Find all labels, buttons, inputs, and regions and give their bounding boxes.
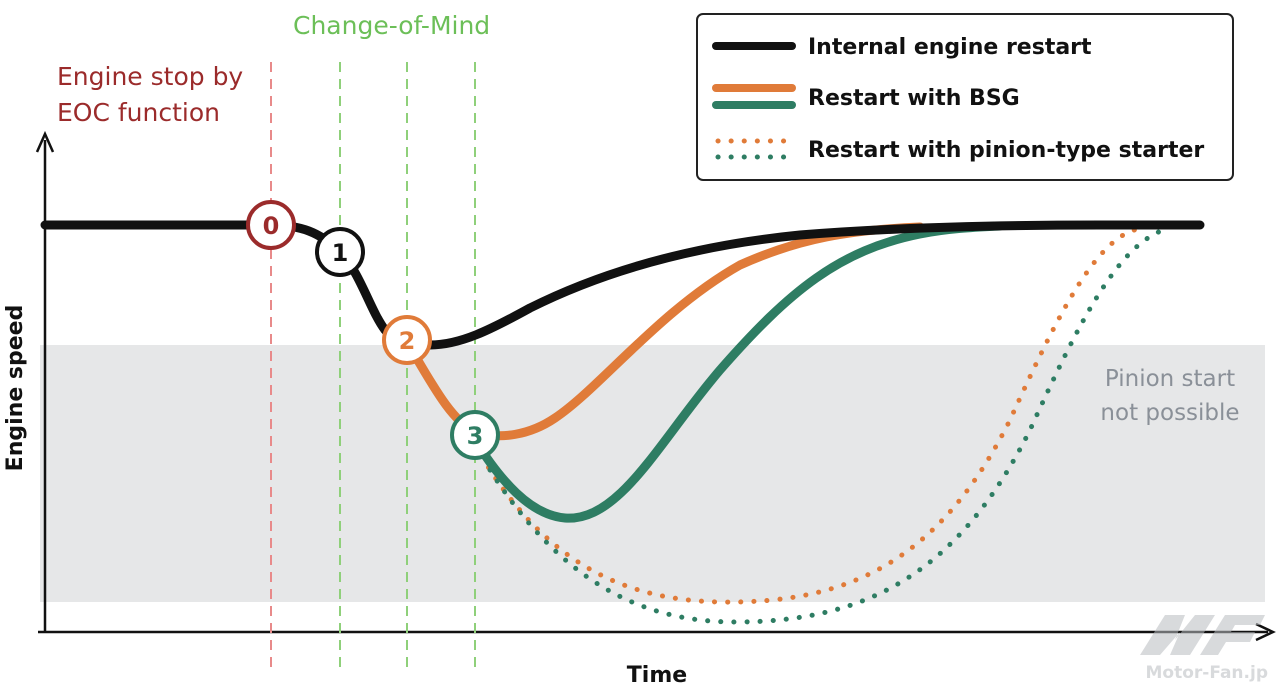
- pinion-zone-label-line2: not possible: [1100, 400, 1239, 426]
- watermark-logo: [1140, 615, 1265, 655]
- marker-0-label: 0: [263, 212, 280, 240]
- eoc-label-line1: Engine stop by: [57, 62, 243, 91]
- legend-label-internal: Internal engine restart: [808, 35, 1092, 60]
- marker-3: 3: [450, 410, 500, 460]
- eoc-label-line2: EOC function: [57, 98, 220, 127]
- pinion-restart-curve-green: [487, 225, 1173, 625]
- marker-2-label: 2: [399, 327, 416, 355]
- watermark-text: Motor-Fan.jp: [1146, 663, 1269, 683]
- x-axis-label: Time: [627, 663, 687, 688]
- marker-2: 2: [382, 315, 432, 365]
- legend-box: [696, 13, 1234, 181]
- watermark: Motor-Fan.jp: [1140, 615, 1268, 683]
- bsg-restart-curve-green: [470, 221, 1005, 523]
- marker-1: 1: [315, 227, 365, 277]
- pinion-restart-curve-orange: [472, 225, 1148, 605]
- marker-0: 0: [246, 200, 296, 250]
- marker-3-label: 3: [467, 422, 484, 450]
- change-of-mind-label: Change-of-Mind: [293, 11, 490, 40]
- y-axis-label: Engine speed: [3, 305, 28, 472]
- pinion-zone-label-line1: Pinion start: [1105, 366, 1235, 392]
- marker-1-label: 1: [332, 239, 349, 267]
- legend-label-pinion: Restart with pinion-type starter: [808, 138, 1204, 163]
- legend: Internal engine restart Restart with BSG…: [696, 13, 1234, 181]
- y-axis-arrow: [35, 130, 55, 153]
- legend-label-bsg: Restart with BSG: [808, 86, 1020, 111]
- internal-restart-curve: [40, 220, 1205, 350]
- x-axis-arrow: [1255, 622, 1276, 642]
- pinion-impossible-zone: [40, 345, 1265, 602]
